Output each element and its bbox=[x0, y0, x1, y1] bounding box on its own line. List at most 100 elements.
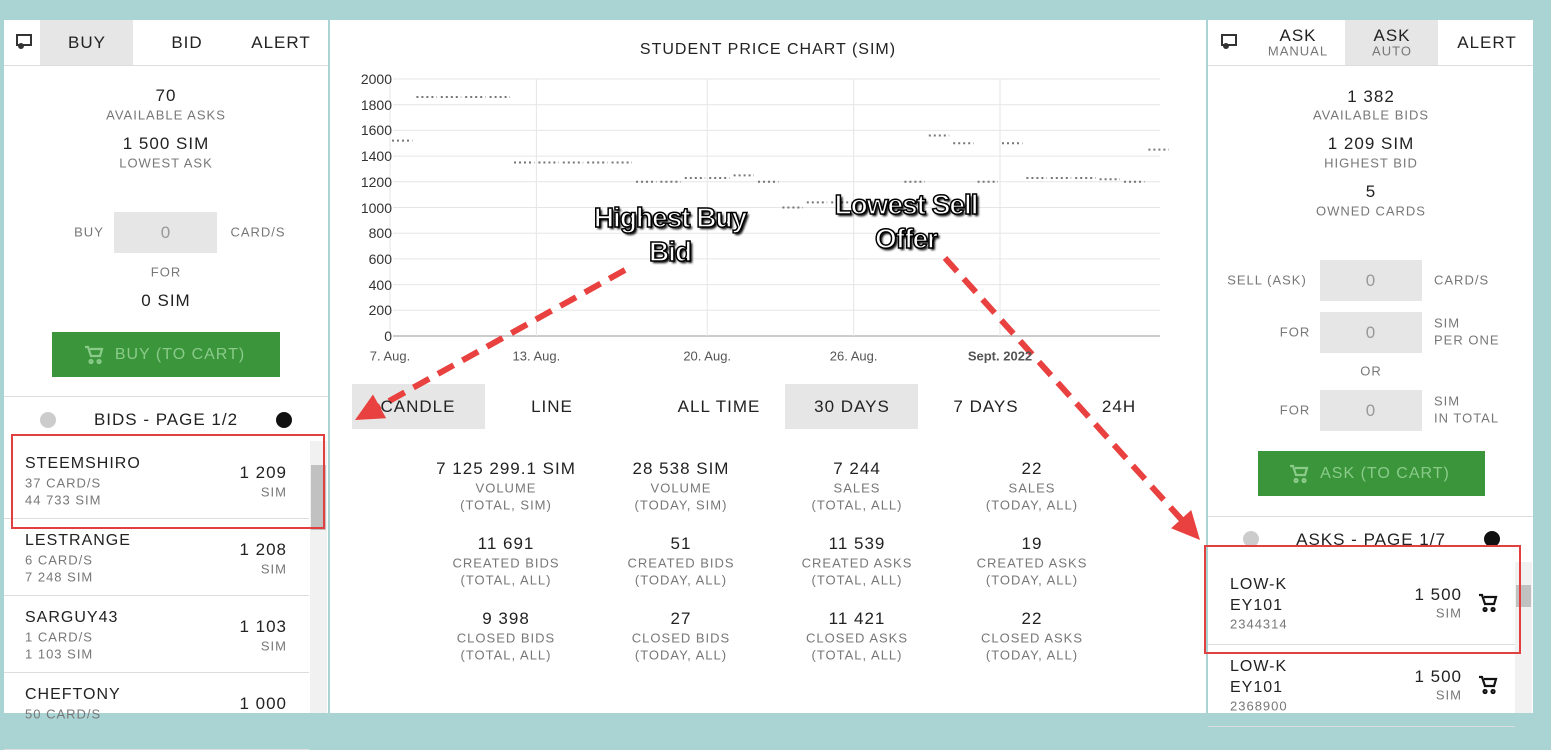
label: OR bbox=[1360, 363, 1382, 379]
control-button: 30 DAYS bbox=[814, 397, 890, 416]
label: 1 500 bbox=[1414, 667, 1462, 686]
cart-shape bbox=[1479, 593, 1498, 613]
label: LOW-KEY101 bbox=[1230, 658, 1288, 696]
prev-icon bbox=[1243, 531, 1259, 547]
arrow-line bbox=[374, 267, 627, 411]
tab: BID bbox=[171, 33, 203, 52]
divider bbox=[1208, 65, 1533, 66]
label: BUY bbox=[74, 224, 104, 240]
row-divider bbox=[4, 595, 309, 596]
input[interactable] bbox=[1320, 390, 1422, 431]
label: 7 125 299.1 SIM bbox=[436, 459, 576, 478]
tab-sub: MANUAL bbox=[1267, 43, 1329, 59]
next-icon bbox=[276, 412, 292, 428]
arrow-head bbox=[355, 394, 387, 420]
annotation: Lowest Sell Offer bbox=[834, 188, 980, 255]
control-button: 24H bbox=[1101, 397, 1137, 416]
label: (TODAY, ALL) bbox=[985, 647, 1079, 663]
button-label: BUY (TO CART) bbox=[114, 346, 246, 363]
x-tick-label: 26. Aug. bbox=[829, 348, 878, 364]
label: (TOTAL, ALL) bbox=[460, 647, 552, 663]
label: (TODAY, ALL) bbox=[634, 647, 728, 663]
label: 1 CARD/S bbox=[25, 629, 93, 645]
label: 19 bbox=[1021, 534, 1043, 553]
label: 0 bbox=[1365, 401, 1377, 420]
label: (TOTAL, ALL) bbox=[811, 572, 903, 588]
label: CREATED ASKS bbox=[801, 555, 913, 571]
input[interactable] bbox=[1320, 312, 1422, 353]
label: CLOSED ASKS bbox=[805, 630, 909, 646]
cart-icon bbox=[1479, 593, 1498, 613]
label: 1 500 SIM bbox=[122, 134, 210, 153]
label: CHEFTONY bbox=[25, 686, 121, 703]
y-tick-label: 800 bbox=[368, 225, 392, 242]
label: 1 208 bbox=[239, 540, 287, 559]
tab-bg bbox=[1345, 20, 1438, 65]
control-button: ALL TIME bbox=[677, 397, 761, 416]
tab: BUY bbox=[68, 33, 106, 52]
arrow-line bbox=[942, 255, 1187, 525]
y-tick-label: 1000 bbox=[360, 199, 392, 216]
ask-panel bbox=[1208, 20, 1533, 713]
user-icon-head bbox=[1223, 43, 1229, 49]
label: AVAILABLE ASKS bbox=[106, 107, 226, 123]
30days-bg[interactable] bbox=[785, 384, 918, 429]
label: 1 000 bbox=[239, 694, 287, 713]
y-tick-label: 200 bbox=[368, 302, 392, 319]
label: FOR bbox=[1279, 402, 1311, 418]
control-button: 7 DAYS bbox=[953, 397, 1019, 416]
y-tick-label: 400 bbox=[368, 276, 392, 293]
label: (TOTAL, ALL) bbox=[811, 497, 903, 513]
row-divider bbox=[4, 672, 309, 673]
x-tick-label: 7. Aug. bbox=[369, 348, 411, 364]
chart-title: STUDENT PRICE CHART (SIM) bbox=[639, 41, 897, 58]
label: 9 398 bbox=[482, 609, 530, 628]
label: 37 CARD/S bbox=[25, 475, 102, 491]
label: 1 500 bbox=[1414, 585, 1462, 604]
label: SIM bbox=[1434, 393, 1461, 409]
tab-bg bbox=[40, 20, 133, 65]
label: 0 SIM bbox=[141, 291, 191, 310]
label: 2344314 bbox=[1230, 616, 1288, 632]
label: 1 103 SIM bbox=[25, 646, 94, 662]
label: 11 691 bbox=[477, 534, 535, 553]
label: 0 bbox=[160, 223, 172, 242]
annotation: Highest Buy Bid bbox=[593, 201, 748, 268]
cart-icon bbox=[85, 345, 104, 365]
label: 1 209 bbox=[239, 463, 287, 482]
cart-icon bbox=[1290, 464, 1309, 484]
label: 11 539 bbox=[828, 534, 886, 553]
y-tick-label: 1200 bbox=[360, 173, 392, 190]
label: SIM bbox=[260, 561, 287, 577]
label: CARD/S bbox=[1434, 272, 1490, 288]
x-tick-label: 20. Aug. bbox=[683, 348, 732, 364]
label: HIGHEST BID bbox=[1324, 155, 1418, 171]
label: 22 bbox=[1021, 459, 1043, 478]
label: 5 bbox=[1365, 182, 1377, 201]
label: OWNED CARDS bbox=[1316, 203, 1426, 219]
label: 7 244 bbox=[833, 459, 881, 478]
cart-icon bbox=[1479, 675, 1498, 695]
label: 2368900 bbox=[1230, 698, 1288, 714]
y-tick-label: 2000 bbox=[360, 71, 392, 87]
label: STEEMSHIRO bbox=[25, 455, 141, 472]
label: (TOTAL, ALL) bbox=[811, 647, 903, 663]
label: 27 bbox=[670, 609, 692, 628]
label: SIM bbox=[1435, 605, 1462, 621]
label: 28 538 SIM bbox=[632, 459, 730, 478]
tab: ASK bbox=[1279, 26, 1317, 45]
label: 50 CARD/S bbox=[25, 706, 102, 722]
overlay bbox=[11, 34, 1521, 695]
label: CREATED BIDS bbox=[452, 555, 560, 571]
label: SALES bbox=[833, 480, 881, 496]
label: VOLUME bbox=[650, 480, 712, 496]
label: SIM bbox=[1434, 315, 1461, 331]
label: CLOSED BIDS bbox=[456, 630, 556, 646]
row-divider bbox=[1208, 726, 1515, 727]
divider bbox=[1208, 516, 1533, 517]
qty-input[interactable] bbox=[114, 212, 217, 253]
input[interactable] bbox=[1320, 260, 1422, 301]
label: LOW-KEY101 bbox=[1230, 576, 1288, 614]
label: SELL (ASK) bbox=[1227, 272, 1307, 288]
label: SARGUY43 bbox=[25, 609, 119, 626]
